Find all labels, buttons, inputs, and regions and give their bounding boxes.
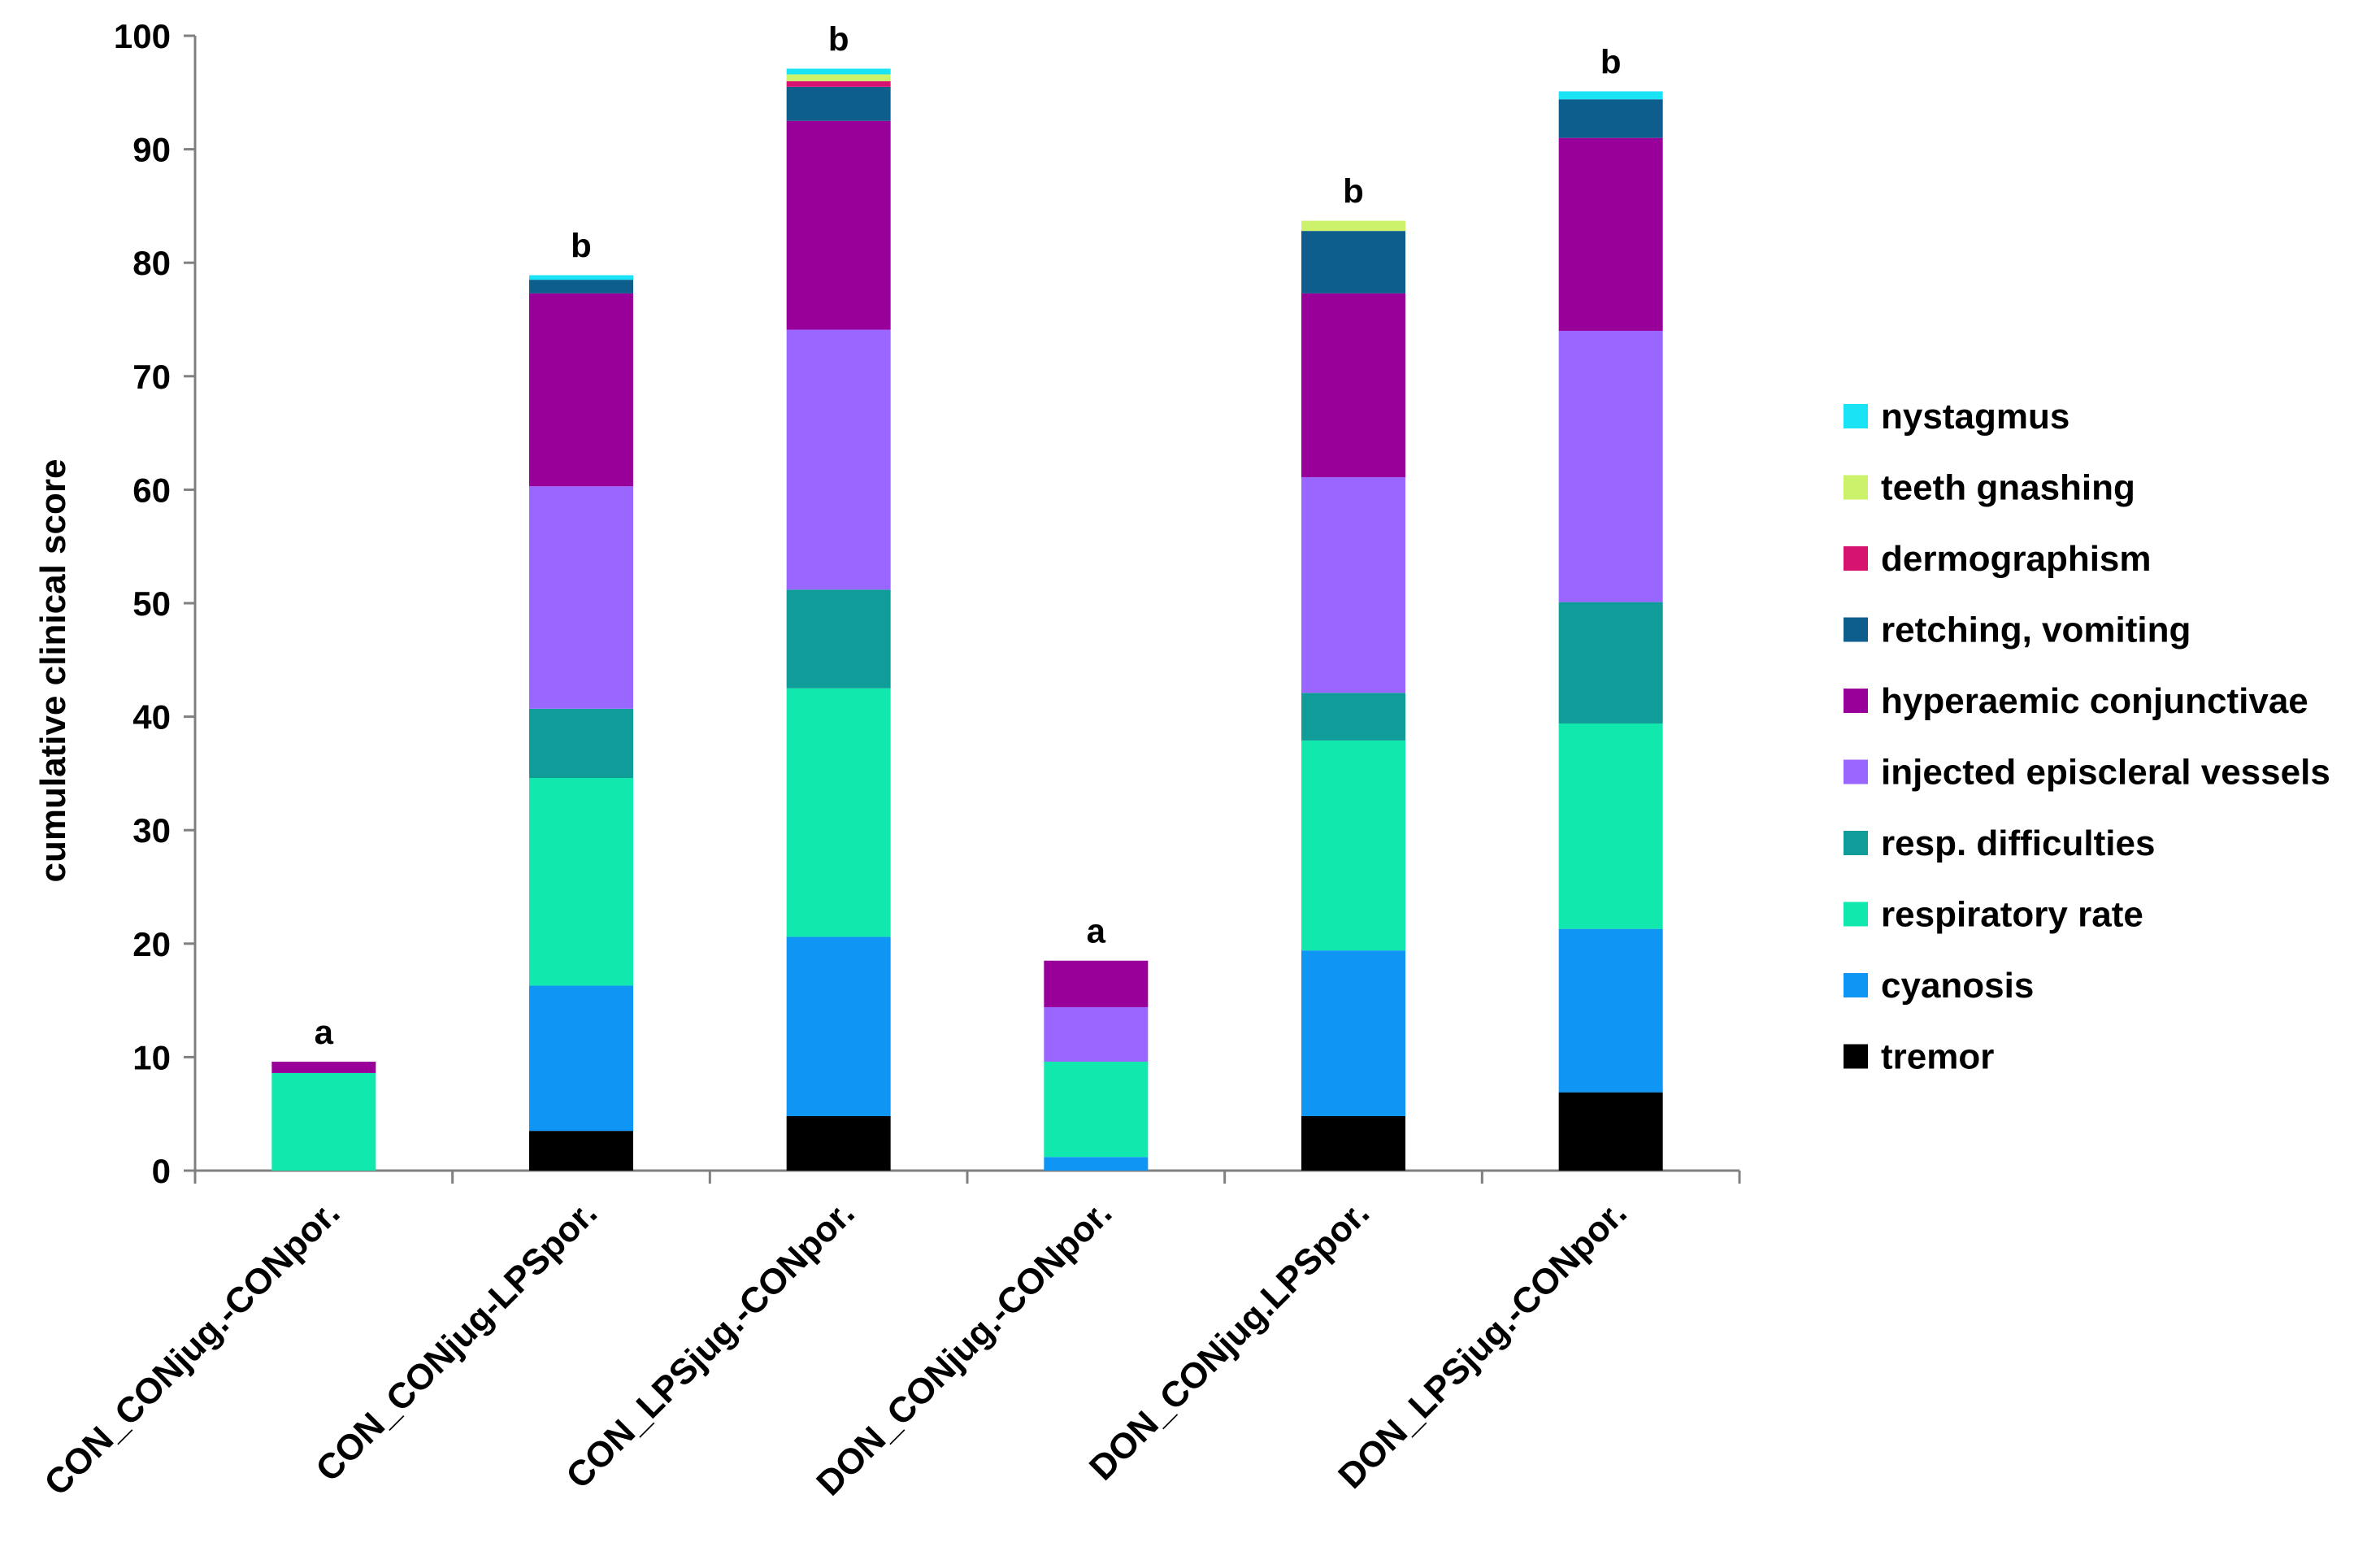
bar-segment-cyanosis xyxy=(529,985,633,1132)
category-label: DON_CONjug.-CONpor. xyxy=(809,1193,1119,1503)
bar-segment-resp-difficulties xyxy=(1558,602,1663,724)
legend-swatch-tremor xyxy=(1844,1044,1868,1069)
bar-segment-hyperaemic-conjunctivae xyxy=(786,120,891,330)
category-label: DON_CONjug.LPSpor. xyxy=(1082,1193,1377,1488)
bar-segment-cyanosis xyxy=(786,936,891,1116)
legend-swatch-cyanosis xyxy=(1844,973,1868,997)
bar-segment-hyperaemic-conjunctivae xyxy=(1301,293,1405,478)
legend-swatch-retching-vomiting xyxy=(1844,617,1868,642)
legend-swatch-hyperaemic-conjunctivae xyxy=(1844,689,1868,713)
bar-segment-teeth-gnashing xyxy=(1301,220,1405,232)
legend-swatch-dermographism xyxy=(1844,546,1868,571)
significance-label: b xyxy=(828,20,849,58)
bar-segment-injected-episcleral-vessels xyxy=(1301,477,1405,693)
y-tick-label: 80 xyxy=(132,244,171,282)
bar-segment-injected-episcleral-vessels xyxy=(529,486,633,709)
category-label: DON_LPSjug.-CONpor. xyxy=(1331,1193,1634,1496)
bar-segment-respiratory-rate xyxy=(271,1072,376,1171)
bar-segment-hyperaemic-conjunctivae xyxy=(271,1061,376,1073)
bar-segment-nystagmus xyxy=(1558,91,1663,100)
legend-label-respiratory-rate: respiratory rate xyxy=(1881,895,2143,935)
category-labels: CON_CONjug.-CONpor.CON_CONjug-LPSpor.CON… xyxy=(37,1193,1634,1503)
legend-label-cyanosis: cyanosis xyxy=(1881,966,2034,1006)
significance-label: a xyxy=(315,1013,334,1051)
y-tick-label: 20 xyxy=(132,925,171,963)
category-label: CON_CONjug.-CONpor. xyxy=(37,1193,347,1503)
legend-label-hyperaemic-conjunctivae: hyperaemic conjunctivae xyxy=(1881,681,2308,721)
bar-segment-respiratory-rate xyxy=(1044,1061,1149,1158)
y-tick-label: 60 xyxy=(132,471,171,509)
bar-segment-respiratory-rate xyxy=(1301,740,1405,951)
bar-segment-cyanosis xyxy=(1044,1157,1149,1171)
bar-segment-nystagmus xyxy=(529,275,633,280)
legend-swatch-injected-episcleral-vessels xyxy=(1844,759,1868,784)
y-tick-label: 40 xyxy=(132,698,171,737)
legend-label-teeth-gnashing: teeth gnashing xyxy=(1881,468,2135,508)
bar-segment-respiratory-rate xyxy=(1558,723,1663,929)
bar-segment-hyperaemic-conjunctivae xyxy=(1044,960,1149,1007)
significance-label: b xyxy=(1343,172,1364,211)
legend-label-resp-difficulties: resp. difficulties xyxy=(1881,823,2155,863)
bar-segment-retching-vomiting xyxy=(529,280,633,293)
bar-segment-resp-difficulties xyxy=(1301,693,1405,741)
legend-label-nystagmus: nystagmus xyxy=(1881,397,2069,437)
legend-label-injected-episcleral-vessels: injected episcleral vessels xyxy=(1881,753,2330,793)
legend-label-retching-vomiting: retching, vomiting xyxy=(1881,611,2191,650)
legend: nystagmus teeth gnashing dermographism retc… xyxy=(1844,397,2330,1077)
significance-labels: a b b a b b xyxy=(315,20,1622,1051)
bars xyxy=(271,68,1663,1171)
y-tick-label: 30 xyxy=(132,811,171,850)
bar-segment-hyperaemic-conjunctivae xyxy=(529,293,633,487)
bar-segment-cyanosis xyxy=(1558,928,1663,1093)
legend-swatch-nystagmus xyxy=(1844,404,1868,428)
bar-segment-injected-episcleral-vessels xyxy=(786,329,891,590)
bar-segment-hyperaemic-conjunctivae xyxy=(1558,137,1663,331)
bar-segment-tremor xyxy=(529,1131,633,1171)
y-axis-label: cumulative clinical score xyxy=(33,459,73,883)
y-tick-label: 10 xyxy=(132,1038,171,1076)
bar-segment-retching-vomiting xyxy=(1301,231,1405,293)
significance-label: b xyxy=(1600,42,1622,80)
y-axis: 0 10 20 30 40 50 60 70 80 90 100 xyxy=(114,17,197,1190)
bar-segment-tremor xyxy=(786,1115,891,1171)
bar-segment-resp-difficulties xyxy=(786,589,891,689)
y-tick-label: 90 xyxy=(132,131,171,169)
legend-swatch-respiratory-rate xyxy=(1844,902,1868,927)
bar-segment-respiratory-rate xyxy=(786,688,891,937)
bar-segment-teeth-gnashing xyxy=(786,74,891,81)
bar-segment-respiratory-rate xyxy=(529,777,633,986)
bar-segment-injected-episcleral-vessels xyxy=(1558,330,1663,602)
bar-segment-resp-difficulties xyxy=(529,708,633,778)
significance-label: b xyxy=(571,227,592,265)
y-tick-label: 70 xyxy=(132,358,171,396)
bar-segment-cyanosis xyxy=(1301,950,1405,1116)
y-tick-label: 50 xyxy=(132,584,171,623)
significance-label: a xyxy=(1087,912,1106,950)
bar-segment-retching-vomiting xyxy=(1558,99,1663,138)
legend-label-tremor: tremor xyxy=(1881,1037,1994,1077)
legend-swatch-teeth-gnashing xyxy=(1844,475,1868,500)
bar-segment-tremor xyxy=(1301,1115,1405,1171)
bar-segment-nystagmus xyxy=(786,68,891,75)
y-tick-label: 0 xyxy=(152,1152,171,1190)
legend-swatch-resp-difficulties xyxy=(1844,831,1868,855)
bar-segment-dermographism xyxy=(786,80,891,87)
bar-segment-injected-episcleral-vessels xyxy=(1044,1006,1149,1062)
legend-label-dermographism: dermographism xyxy=(1881,539,2152,579)
bar-segment-retching-vomiting xyxy=(786,86,891,121)
y-tick-label: 100 xyxy=(114,17,171,55)
bar-segment-tremor xyxy=(1558,1092,1663,1171)
category-label: CON_LPSjug.-CONpor. xyxy=(558,1193,862,1496)
x-axis xyxy=(193,1169,1741,1184)
category-label: CON_CONjug-LPSpor. xyxy=(308,1193,605,1489)
